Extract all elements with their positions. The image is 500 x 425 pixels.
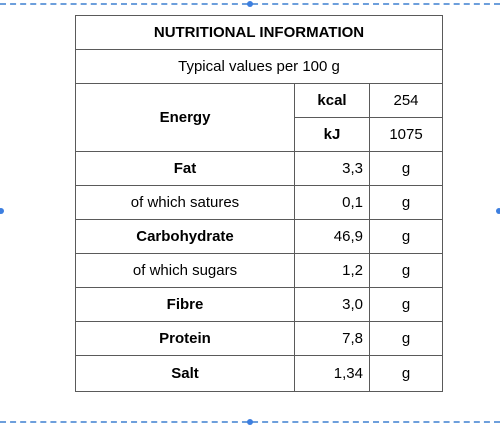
table-row: Salt 1,34 g xyxy=(75,355,443,392)
row-label: of which sugars xyxy=(75,253,295,288)
table-row: Fibre 3,0 g xyxy=(75,287,443,322)
row-value: 1,2 xyxy=(294,253,370,288)
resize-handle-bottom[interactable] xyxy=(247,419,253,425)
row-value: 0,1 xyxy=(294,185,370,220)
row-label: Carbohydrate xyxy=(75,219,295,254)
table-row: Protein 7,8 g xyxy=(75,321,443,356)
table-title: NUTRITIONAL INFORMATION xyxy=(75,15,443,50)
kcal-unit: kcal xyxy=(294,83,370,118)
row-unit: g xyxy=(369,321,443,356)
table-row: of which sugars 1,2 g xyxy=(75,253,443,288)
row-value: 46,9 xyxy=(294,219,370,254)
resize-handle-right[interactable] xyxy=(496,208,500,214)
resize-handle-top[interactable] xyxy=(247,1,253,7)
row-label: of which satures xyxy=(75,185,295,220)
energy-label: Energy xyxy=(75,83,295,152)
resize-handle-left[interactable] xyxy=(0,208,4,214)
table-row: Fat 3,3 g xyxy=(75,151,443,186)
row-unit: g xyxy=(369,219,443,254)
row-value: 7,8 xyxy=(294,321,370,356)
table-subtitle: Typical values per 100 g xyxy=(75,49,443,84)
table-row: Carbohydrate 46,9 g xyxy=(75,219,443,254)
row-label: Fat xyxy=(75,151,295,186)
row-label: Protein xyxy=(75,321,295,356)
row-label: Salt xyxy=(75,355,295,392)
table-row: of which satures 0,1 g xyxy=(75,185,443,220)
row-value: 1,34 xyxy=(294,355,370,392)
kj-unit: kJ xyxy=(294,117,370,152)
kj-value: 1075 xyxy=(369,117,443,152)
row-unit: g xyxy=(369,355,443,392)
row-unit: g xyxy=(369,287,443,322)
row-value: 3,0 xyxy=(294,287,370,322)
nutrition-table: NUTRITIONAL INFORMATION Typical values p… xyxy=(75,15,443,392)
row-unit: g xyxy=(369,253,443,288)
row-label: Fibre xyxy=(75,287,295,322)
row-unit: g xyxy=(369,151,443,186)
kcal-value: 254 xyxy=(369,83,443,118)
row-value: 3,3 xyxy=(294,151,370,186)
row-unit: g xyxy=(369,185,443,220)
